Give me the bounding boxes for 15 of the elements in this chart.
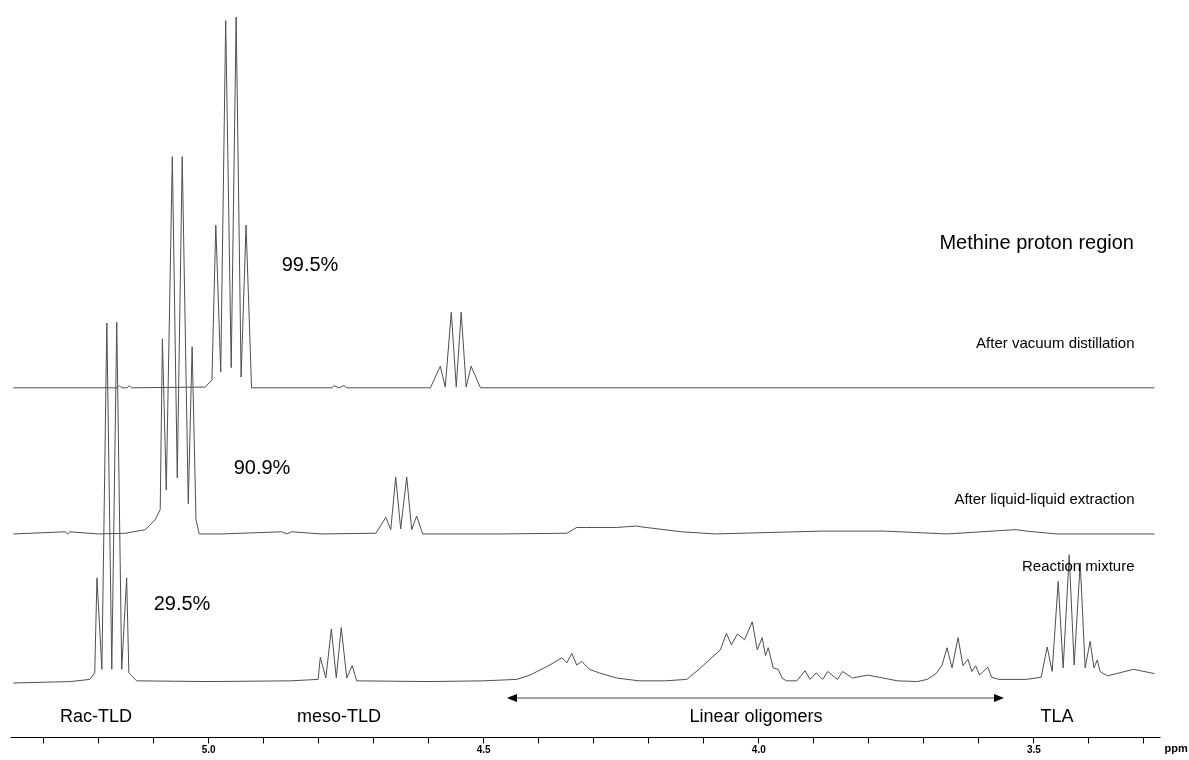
- text: After vacuum distillation: [976, 333, 1135, 351]
- annotation: Rac-TLD: [59, 706, 133, 726]
- annotation: meso-TLD: [296, 706, 382, 726]
- x-tick-label: 4.0: [751, 743, 767, 755]
- x-tick-label: 3.5: [1026, 743, 1042, 755]
- x-tick-label: 4.5: [476, 743, 492, 755]
- x-tick-label: 5.0: [201, 743, 216, 755]
- annotation: Linear oligomers: [689, 706, 823, 726]
- series-label: After liquid-liquid extraction: [954, 489, 1135, 507]
- annotation: TLA: [1040, 706, 1074, 726]
- text: Methine proton region: [939, 231, 1134, 253]
- x-axis-title: ppm: [1164, 741, 1188, 754]
- annotation: 29.5%: [153, 592, 211, 614]
- annotation: 90.9%: [233, 456, 291, 478]
- annotation: 99.5%: [281, 253, 339, 275]
